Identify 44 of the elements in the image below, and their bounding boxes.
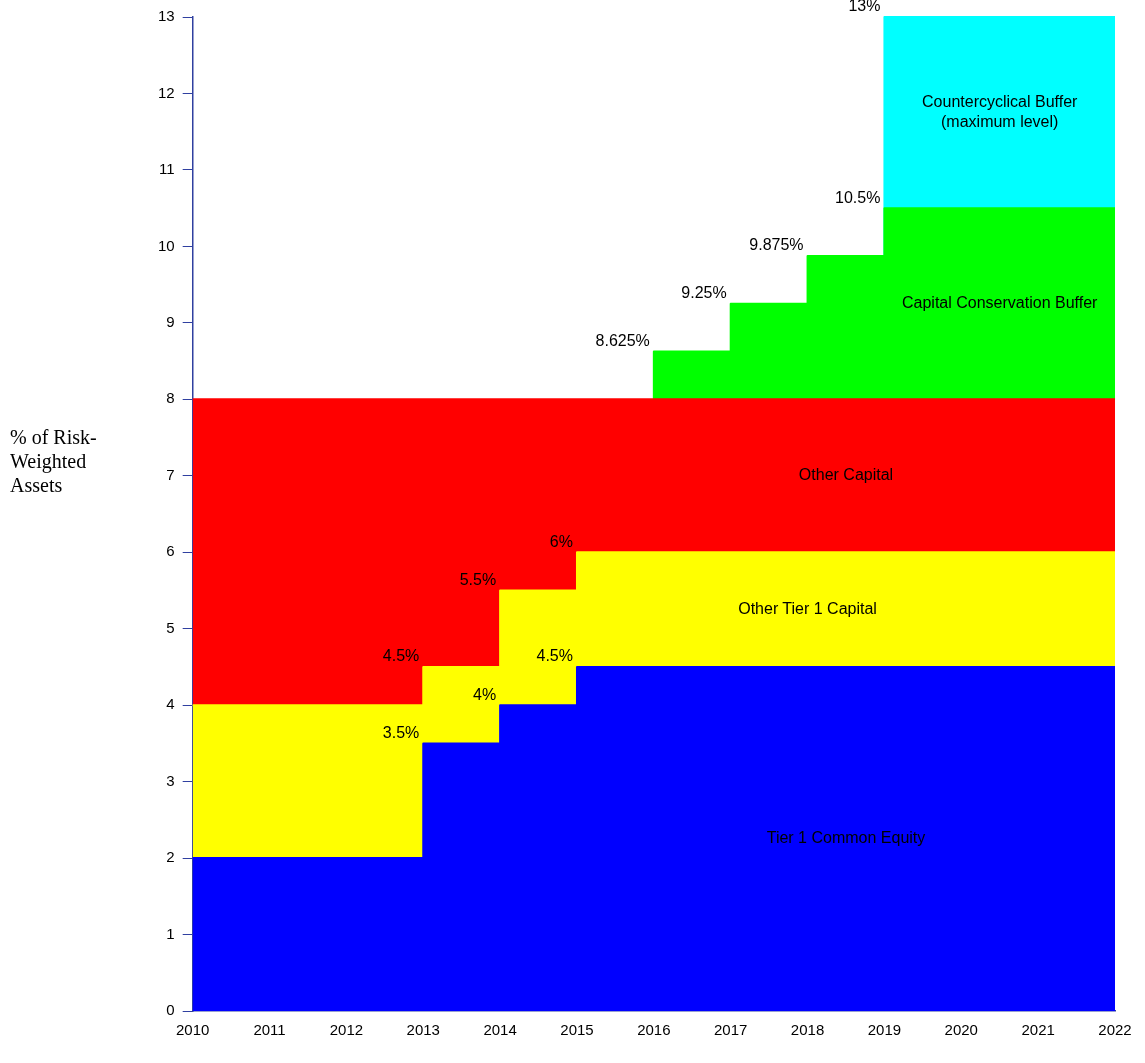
series-label: Other Tier 1 Capital <box>738 599 877 617</box>
y-tick-label: 10 <box>158 236 175 254</box>
annotation: 4.5% <box>382 647 420 665</box>
annotation: 4.5% <box>536 647 573 665</box>
series-label: Other Capital <box>798 466 894 484</box>
x-tick-label: 2011 <box>253 1021 286 1039</box>
x-tick-label: 2021 <box>1021 1021 1055 1039</box>
x-tick-label: 2019 <box>867 1021 902 1039</box>
series-label: Tier 1 Common Equity <box>766 829 926 847</box>
x-tick-label: 2015 <box>560 1021 594 1039</box>
annotation: 9.25% <box>681 284 727 302</box>
x-tick-label: 2017 <box>714 1021 748 1039</box>
annotation: 9.875% <box>749 236 804 254</box>
x-tick-label: 2018 <box>790 1021 825 1039</box>
x-tick-label: 2012 <box>329 1021 364 1039</box>
x-tick-label: 2010 <box>176 1021 210 1039</box>
y-tick-label: 1 <box>166 924 175 942</box>
series-label: Capital Conservation Buffer <box>902 294 1099 312</box>
y-tick-label: 4 <box>166 695 175 713</box>
annotation: 10.5% <box>835 188 881 206</box>
annotation: 3.5% <box>382 723 420 741</box>
x-tick-label: 2022 <box>1098 1021 1132 1039</box>
series-label: Countercyclical Buffer (maximum level) <box>922 92 1079 130</box>
annotation: 6% <box>549 532 573 550</box>
y-tick-label: 13 <box>158 7 175 25</box>
x-tick-label: 2014 <box>483 1021 517 1039</box>
annotation: 13% <box>848 0 881 15</box>
x-tick-label: 2013 <box>406 1021 440 1039</box>
y-tick-label: 7 <box>166 465 175 483</box>
y-tick-label: 5 <box>166 618 175 636</box>
annotation: 5.5% <box>459 570 497 588</box>
y-tick-label: 9 <box>166 312 175 330</box>
x-tick-label: 2020 <box>944 1021 978 1039</box>
y-axis-title: % of Risk-Weighted Assets <box>10 425 98 497</box>
y-tick-label: 0 <box>166 1001 175 1019</box>
y-tick-label: 3 <box>166 771 175 789</box>
annotation: 8.625% <box>595 331 650 349</box>
annotation: 4% <box>473 685 497 703</box>
y-tick-label: 6 <box>166 542 175 560</box>
y-tick-label: 11 <box>159 160 175 178</box>
y-tick-label: 8 <box>166 389 175 407</box>
y-tick-label: 12 <box>158 83 175 101</box>
x-tick-label: 2016 <box>637 1021 671 1039</box>
y-tick-label: 2 <box>166 848 175 866</box>
